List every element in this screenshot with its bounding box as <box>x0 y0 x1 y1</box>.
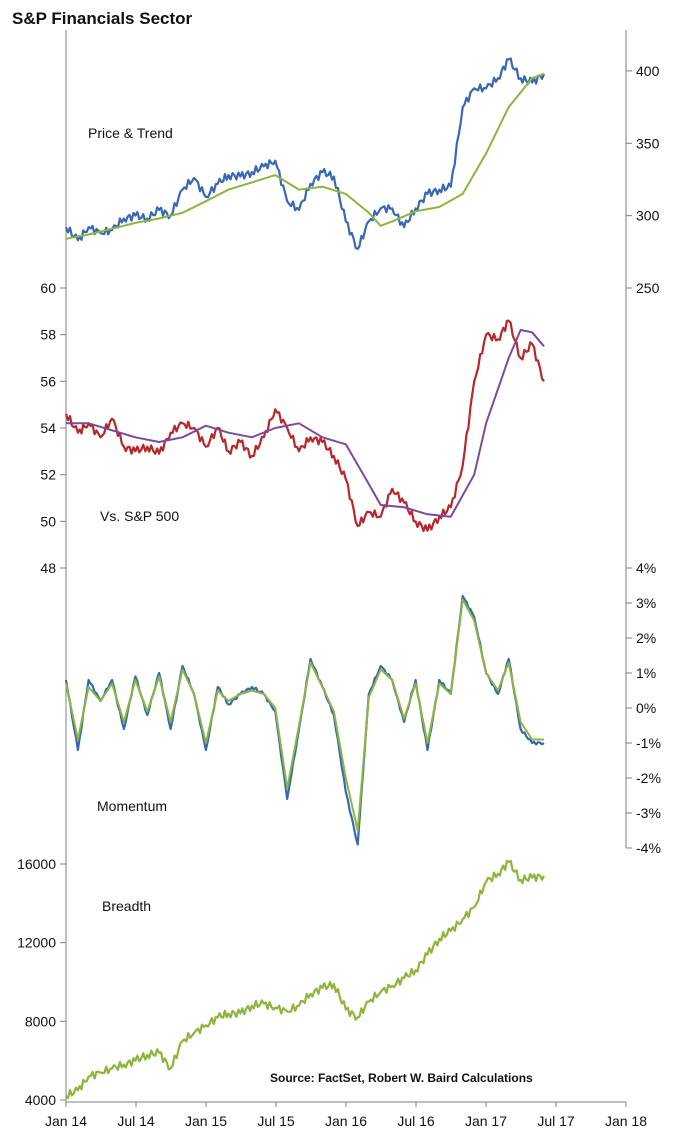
relative-panel-label: Vs. S&P 500 <box>100 508 179 524</box>
breadth-y-tick-label: 8000 <box>25 1013 56 1029</box>
momentum-y-tick-label: -3% <box>636 805 661 821</box>
relative-y-tick-label: 48 <box>40 560 56 576</box>
x-tick-label: Jan 15 <box>185 1113 227 1129</box>
chart-ticks: 400 350 300 250 60 58 56 54 52 50 48 4% 3% 2% 1% 0% -1% -… <box>17 63 661 1129</box>
x-tick-label: Jul 14 <box>117 1113 155 1129</box>
x-tick-label: Jan 16 <box>325 1113 367 1129</box>
relative-y-tick-label: 58 <box>40 327 56 343</box>
chart-marks <box>64 57 546 1100</box>
price-y-tick-label: 400 <box>636 63 660 79</box>
momentum-y-tick-label: -4% <box>636 840 661 856</box>
x-tick-label: Jul 17 <box>537 1113 575 1129</box>
relative-series-line <box>64 319 545 533</box>
relative-y-tick-label: 60 <box>40 280 56 296</box>
price-panel-label: Price & Trend <box>88 125 173 141</box>
momentum-y-tick-label: -2% <box>636 770 661 786</box>
x-tick-label: Jan 17 <box>465 1113 507 1129</box>
breadth-series-line <box>65 859 545 1100</box>
x-tick-label: Jan 14 <box>45 1113 87 1129</box>
x-tick-label: Jan 18 <box>605 1113 647 1129</box>
momentum-panel-label: Momentum <box>97 798 167 814</box>
momentum-y-tick-label: 2% <box>636 630 656 646</box>
momentum_slow-series-line <box>65 598 544 832</box>
momentum-y-tick-label: 1% <box>636 665 656 681</box>
momentum-y-tick-label: 4% <box>636 560 656 576</box>
relative-y-tick-label: 52 <box>40 467 56 483</box>
relative-y-tick-label: 50 <box>40 513 56 529</box>
momentum-y-tick-label: 3% <box>636 595 656 611</box>
price-y-tick-label: 350 <box>636 135 660 151</box>
price-y-tick-label: 250 <box>636 280 660 296</box>
momentum-y-tick-label: -1% <box>636 735 661 751</box>
breadth-panel-label: Breadth <box>102 898 151 914</box>
price-y-tick-label: 300 <box>636 208 660 224</box>
relative_trend-series-line <box>66 329 545 518</box>
relative-y-tick-label: 56 <box>40 373 56 389</box>
breadth-y-tick-label: 12000 <box>17 935 56 951</box>
x-tick-label: Jul 15 <box>257 1113 295 1129</box>
price-series-line <box>64 57 546 250</box>
source-note: Source: FactSet, Robert W. Baird Calcula… <box>270 1071 533 1085</box>
x-tick-label: Jul 16 <box>397 1113 435 1129</box>
relative-y-tick-label: 54 <box>40 420 56 436</box>
breadth-y-tick-label: 16000 <box>17 856 56 872</box>
momentum-y-tick-label: 0% <box>636 700 656 716</box>
trend-series-line <box>65 72 545 240</box>
chart-title: S&P Financials Sector <box>12 9 193 28</box>
breadth-y-tick-label: 4000 <box>25 1092 56 1108</box>
